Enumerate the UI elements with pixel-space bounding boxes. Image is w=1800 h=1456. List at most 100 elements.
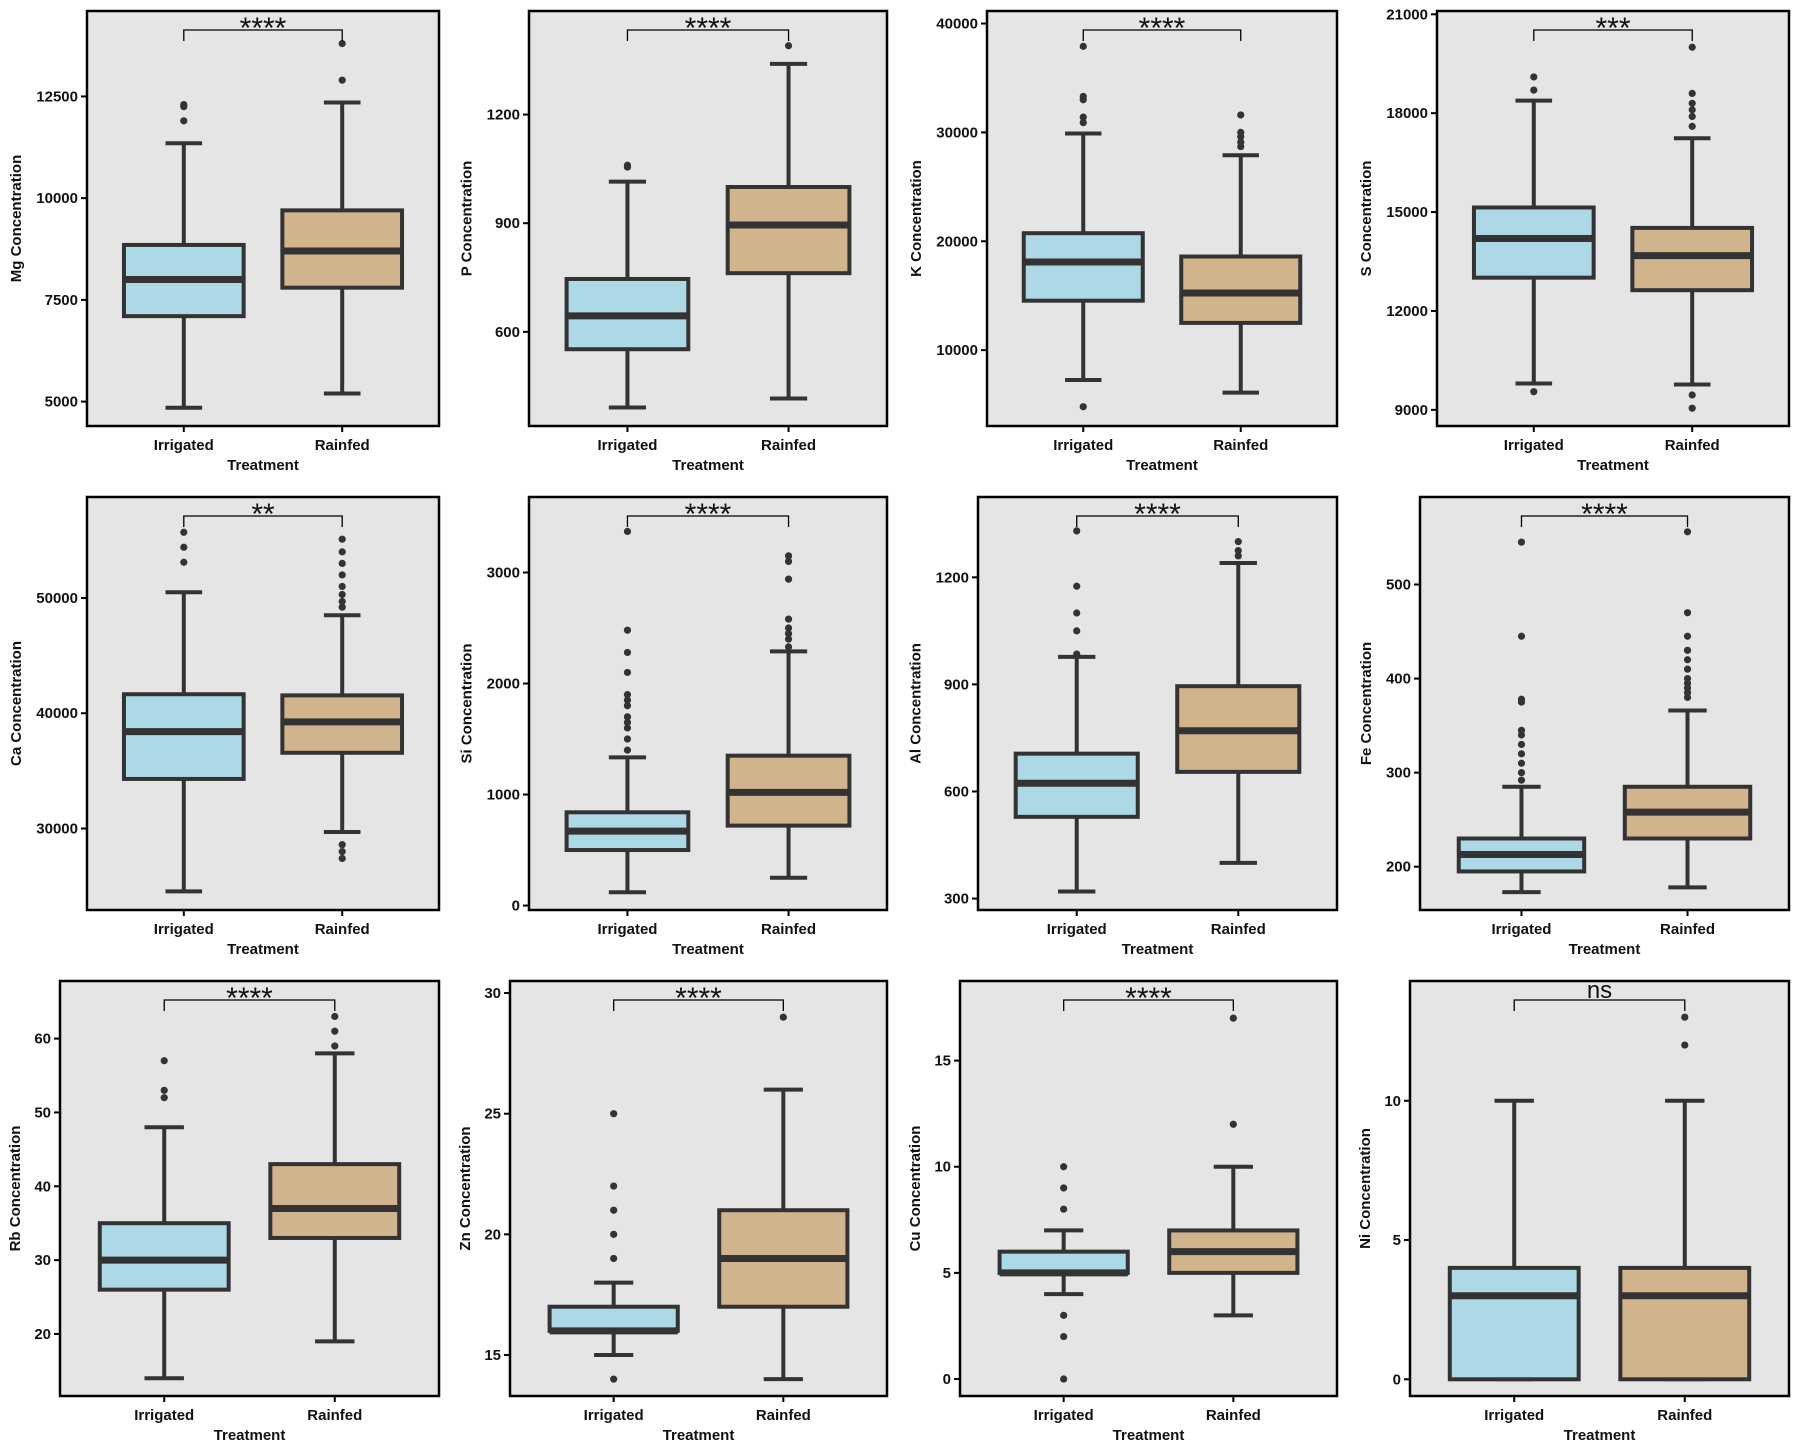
- x-tick-label: Irrigated: [597, 921, 657, 938]
- x-tick-label: Irrigated: [1047, 921, 1107, 938]
- outlier-point: [623, 161, 632, 169]
- outlier-point: [1237, 111, 1245, 119]
- outlier-point: [784, 629, 793, 638]
- y-tick-label: 10: [1384, 1093, 1401, 1110]
- x-tick-label: Rainfed: [307, 1407, 362, 1424]
- box-irrigated: [1447, 1265, 1581, 1382]
- box-irrigated: [97, 1221, 231, 1292]
- x-axis-label: Treatment: [672, 941, 744, 958]
- x-axis-label: Treatment: [663, 1427, 735, 1444]
- y-tick-label: 50: [34, 1104, 51, 1121]
- plot-border: [1408, 979, 1791, 1398]
- y-axis-label: Rb Concentration: [7, 1126, 24, 1252]
- outlier-point: [1517, 769, 1526, 777]
- significance-bracket: [613, 999, 784, 1011]
- outlier-point: [1517, 750, 1526, 758]
- outlier-point: [1073, 582, 1081, 590]
- outlier-point: [1517, 695, 1526, 703]
- y-tick-label: 0: [943, 1371, 951, 1388]
- outlier-point: [610, 1206, 618, 1214]
- outlier-point: [623, 691, 632, 699]
- outlier-point: [1517, 759, 1526, 767]
- x-axis-label: Treatment: [1564, 1427, 1636, 1444]
- box-irrigated: [121, 692, 246, 781]
- x-tick-label: Rainfed: [315, 921, 370, 938]
- chart-panel-rb: 20 30 40 50 60 Rb Concentration Irrigated Rainf…: [7, 979, 441, 1444]
- y-tick-label: 10000: [36, 190, 78, 207]
- y-tick-label: 5: [1393, 1232, 1401, 1249]
- significance-bracket: [1063, 999, 1234, 1011]
- box-irrigated: [1021, 231, 1145, 303]
- y-tick-label: 2000: [487, 676, 520, 693]
- outlier-point: [784, 615, 793, 623]
- outlier-point: [338, 841, 346, 849]
- y-tick-label: 50000: [36, 590, 78, 607]
- outlier-point: [623, 735, 632, 743]
- outlier-point: [1079, 118, 1087, 127]
- x-axis-label: Treatment: [1126, 457, 1198, 474]
- significance-label: ****: [675, 982, 722, 1015]
- y-tick-label: 1200: [487, 107, 520, 124]
- outlier-point: [610, 1230, 618, 1238]
- significance-bracket: [1076, 515, 1239, 527]
- y-tick-label: 15000: [1386, 204, 1428, 221]
- outlier-point: [784, 552, 793, 560]
- x-axis-label: Treatment: [1122, 941, 1194, 958]
- outlier-point: [338, 76, 346, 84]
- box-rainfed: [1618, 1265, 1752, 1382]
- outlier-point: [1688, 106, 1696, 114]
- outlier-point: [1688, 112, 1696, 121]
- x-tick-label: Irrigated: [1491, 921, 1551, 938]
- x-tick-label: Irrigated: [1034, 1407, 1094, 1424]
- y-tick-label: 15: [934, 1053, 951, 1070]
- outlier-point: [784, 575, 793, 583]
- y-tick-label: 30000: [936, 124, 978, 141]
- outlier-point: [1683, 528, 1692, 536]
- x-axis-label: Treatment: [1113, 1427, 1185, 1444]
- outlier-point: [1683, 665, 1692, 673]
- y-axis-label: Si Concentration: [459, 643, 476, 763]
- outlier-point: [180, 558, 188, 566]
- plot-border: [527, 9, 889, 428]
- significance-bracket: [183, 515, 343, 527]
- x-tick-label: Irrigated: [134, 1407, 194, 1424]
- y-tick-label: 20000: [936, 233, 978, 250]
- outlier-point: [623, 702, 632, 710]
- x-tick-label: Rainfed: [1206, 1407, 1261, 1424]
- outlier-point: [784, 557, 793, 565]
- outlier-point: [180, 543, 188, 551]
- chart-panel-fe: 200 300 400 500 Fe Concentration Irrigated Rai…: [1358, 495, 1791, 958]
- outlier-point: [623, 724, 632, 732]
- y-axis-label: K Concentration: [908, 160, 925, 277]
- x-tick-label: Rainfed: [1657, 1407, 1712, 1424]
- outlier-point: [338, 847, 346, 856]
- outlier-point: [1237, 138, 1245, 146]
- outlier-point: [160, 1094, 168, 1102]
- y-axis-label: P Concentration: [459, 161, 476, 277]
- y-tick-label: 500: [1386, 576, 1411, 593]
- x-tick-label: Irrigated: [584, 1407, 644, 1424]
- x-tick-label: Rainfed: [1213, 437, 1268, 454]
- significance-bracket: [1520, 515, 1689, 527]
- outlier-point: [1530, 388, 1538, 396]
- x-axis-label: Treatment: [227, 457, 299, 474]
- outlier-point: [1517, 632, 1526, 640]
- y-tick-label: 900: [944, 676, 969, 693]
- x-tick-label: Rainfed: [756, 1407, 811, 1424]
- x-tick-label: Rainfed: [761, 921, 816, 938]
- outlier-point: [331, 1042, 339, 1050]
- y-tick-label: 15: [484, 1347, 501, 1364]
- x-tick-label: Rainfed: [315, 437, 370, 454]
- outlier-point: [1229, 1014, 1237, 1022]
- outlier-point: [1688, 89, 1696, 98]
- plot-border: [527, 495, 889, 912]
- y-tick-label: 60: [34, 1031, 51, 1048]
- outlier-point: [1060, 1311, 1068, 1319]
- y-tick-label: 1200: [936, 569, 969, 586]
- y-tick-label: 40: [34, 1178, 51, 1195]
- x-tick-label: Rainfed: [761, 437, 816, 454]
- y-tick-label: 12000: [1386, 303, 1428, 320]
- y-tick-label: 30000: [36, 821, 78, 838]
- outlier-point: [610, 1182, 618, 1190]
